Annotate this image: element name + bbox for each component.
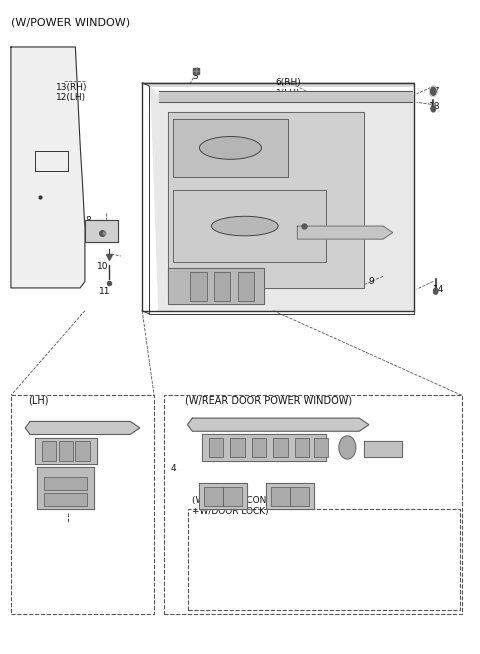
Polygon shape	[59, 441, 73, 460]
Text: (LH): (LH)	[28, 396, 48, 405]
Ellipse shape	[199, 137, 262, 160]
Polygon shape	[11, 47, 85, 288]
Polygon shape	[75, 441, 90, 460]
Ellipse shape	[211, 216, 278, 236]
Polygon shape	[202, 434, 326, 460]
Polygon shape	[214, 271, 230, 301]
Polygon shape	[297, 226, 393, 239]
Polygon shape	[25, 421, 140, 434]
Text: 6(RH)
1(LH): 6(RH) 1(LH)	[276, 78, 301, 97]
Polygon shape	[223, 487, 242, 506]
Polygon shape	[44, 493, 87, 506]
Polygon shape	[274, 438, 288, 457]
Text: (W/REAR DOOR POWER WINDOW): (W/REAR DOOR POWER WINDOW)	[185, 396, 352, 405]
Text: 3: 3	[192, 72, 198, 80]
Polygon shape	[188, 418, 369, 431]
Text: 4: 4	[85, 496, 91, 506]
Text: 18: 18	[429, 102, 440, 111]
Polygon shape	[168, 268, 264, 304]
Text: 4: 4	[171, 464, 177, 473]
Circle shape	[430, 86, 437, 97]
Text: 10: 10	[97, 262, 108, 271]
Circle shape	[431, 105, 436, 112]
Text: 15: 15	[176, 92, 187, 100]
Polygon shape	[204, 487, 223, 506]
Circle shape	[339, 436, 356, 459]
Polygon shape	[271, 487, 290, 506]
Text: 13(RH)
12(LH): 13(RH) 12(LH)	[56, 83, 88, 102]
Polygon shape	[142, 83, 414, 86]
Text: (W/MIRROR CONTROL
+W/DOOR LOCK): (W/MIRROR CONTROL +W/DOOR LOCK)	[192, 496, 290, 516]
Text: 9: 9	[369, 277, 374, 286]
Polygon shape	[295, 438, 309, 457]
Text: 17: 17	[429, 88, 440, 96]
Polygon shape	[85, 220, 118, 243]
Polygon shape	[230, 438, 245, 457]
Polygon shape	[173, 118, 288, 177]
Polygon shape	[173, 190, 326, 262]
Text: 8: 8	[85, 216, 91, 225]
Polygon shape	[149, 86, 414, 311]
Polygon shape	[290, 487, 309, 506]
Polygon shape	[190, 271, 206, 301]
Polygon shape	[44, 477, 87, 490]
Text: (W/POWER WINDOW): (W/POWER WINDOW)	[11, 18, 130, 27]
Circle shape	[433, 288, 438, 294]
Polygon shape	[42, 441, 56, 460]
Polygon shape	[199, 483, 247, 509]
Text: 7(RH)
2(LH): 7(RH) 2(LH)	[206, 126, 232, 146]
Polygon shape	[209, 438, 223, 457]
Polygon shape	[35, 438, 97, 464]
Polygon shape	[159, 92, 412, 102]
Polygon shape	[364, 441, 402, 457]
Text: 11: 11	[99, 286, 111, 296]
Polygon shape	[37, 467, 95, 509]
Polygon shape	[314, 438, 328, 457]
Polygon shape	[168, 112, 364, 288]
Polygon shape	[252, 438, 266, 457]
Polygon shape	[266, 483, 314, 509]
Text: 16(RH)
5(LH): 16(RH) 5(LH)	[336, 223, 367, 242]
Text: 14: 14	[433, 284, 444, 294]
Polygon shape	[238, 271, 254, 301]
